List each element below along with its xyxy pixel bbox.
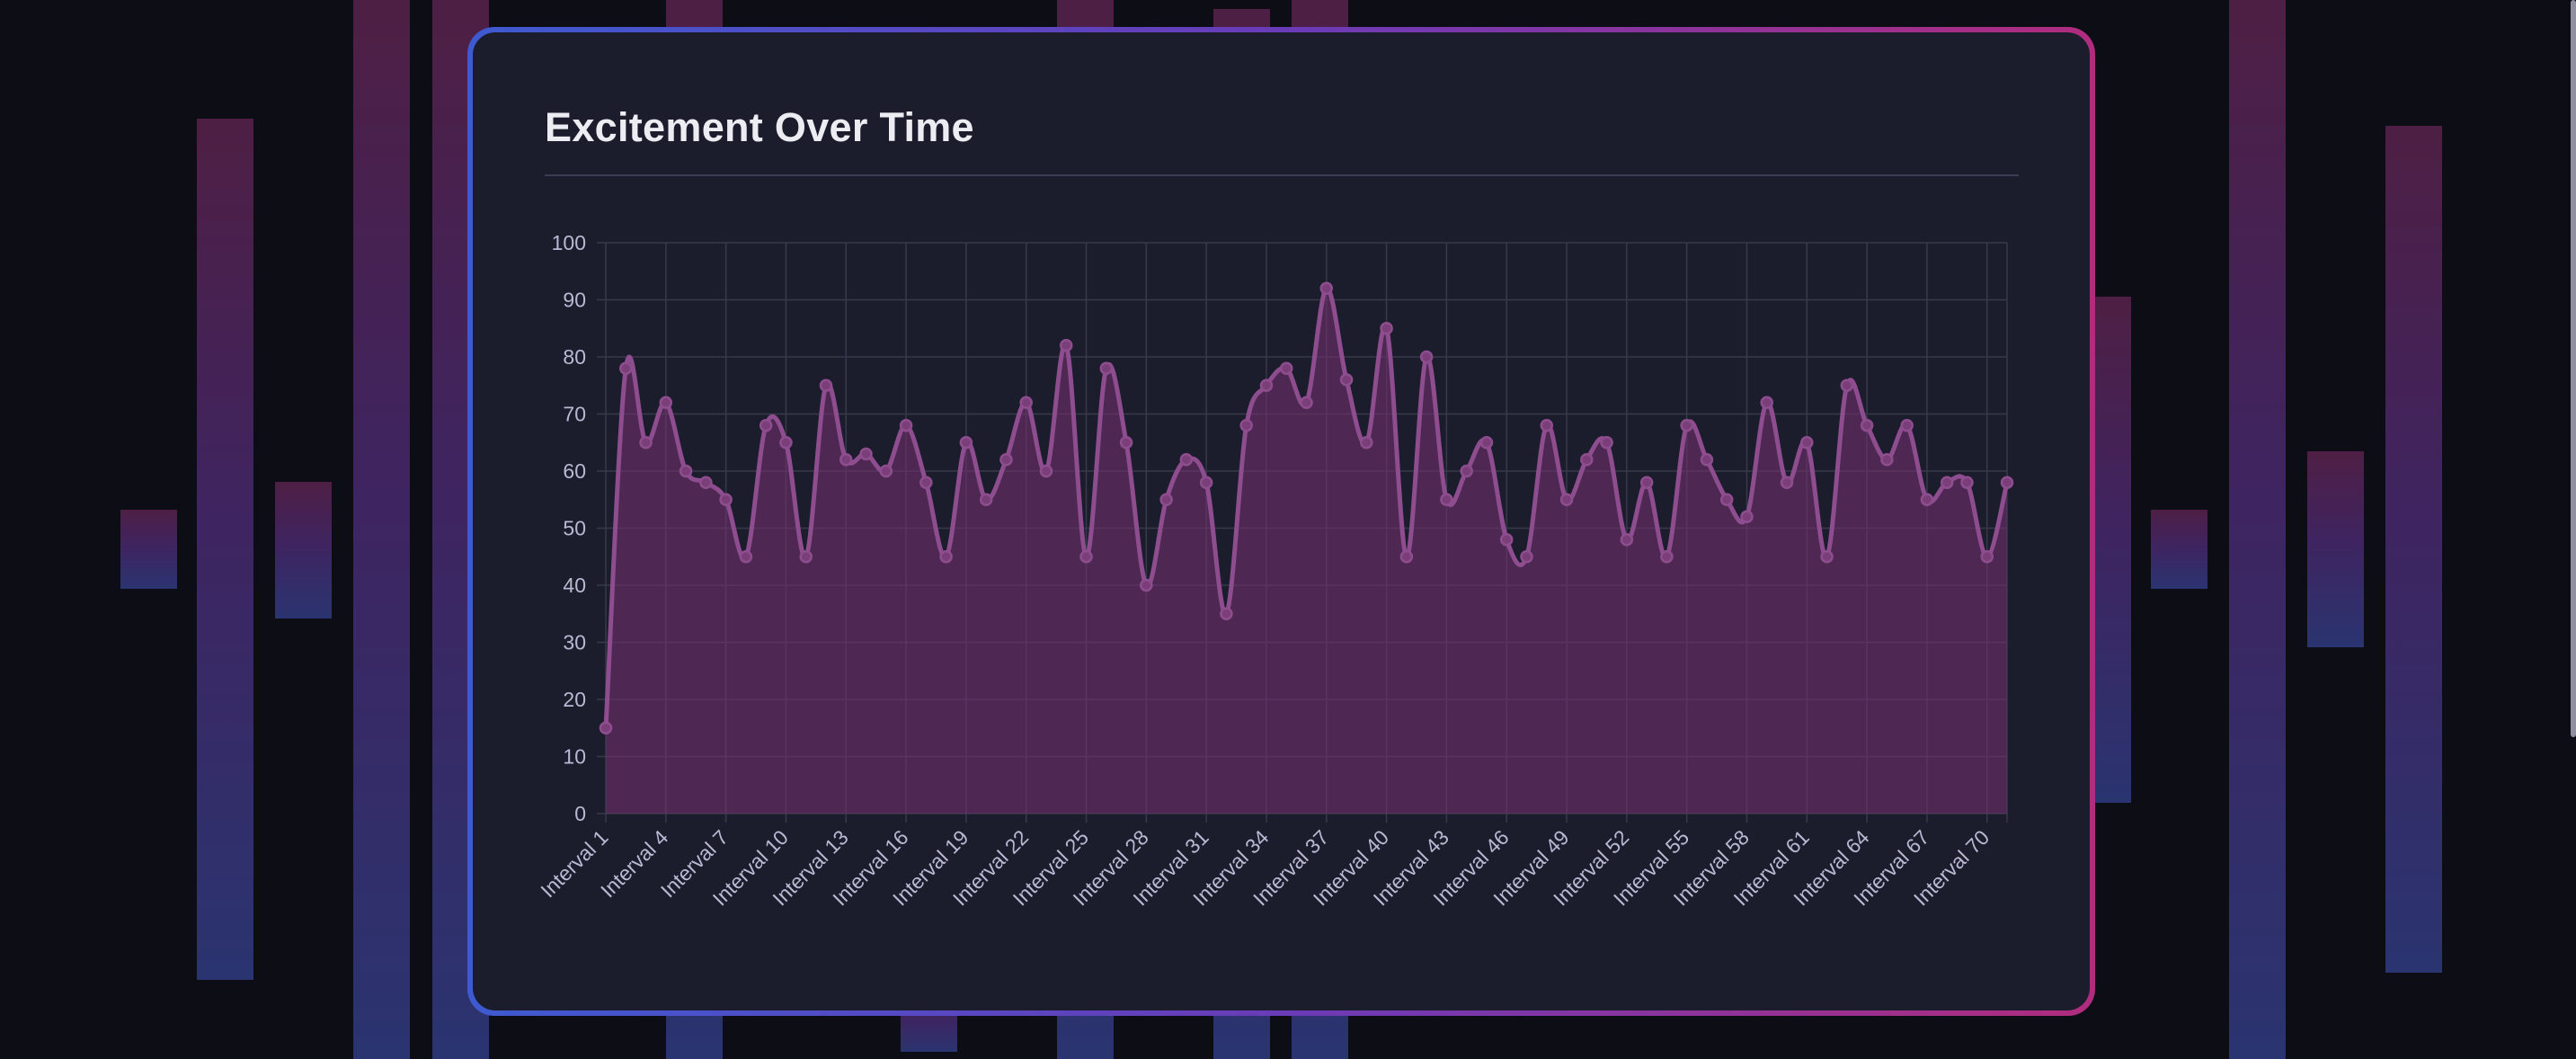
data-point (1520, 550, 1533, 564)
data-point (1700, 453, 1714, 467)
data-point (1760, 396, 1773, 410)
data-point (759, 418, 773, 432)
title-divider (545, 174, 2019, 176)
data-point (1479, 436, 1494, 449)
series-area-fill (606, 288, 2007, 814)
data-point (879, 464, 893, 478)
background-bar (2229, 0, 2286, 1059)
data-point (1140, 578, 1153, 592)
data-point (1800, 436, 1814, 449)
card-title: Excitement Over Time (545, 104, 974, 150)
data-point (1820, 550, 1834, 564)
data-point (1860, 418, 1874, 432)
data-point (1620, 532, 1634, 547)
data-point (1600, 436, 1613, 449)
data-point (1119, 436, 1133, 449)
data-point (639, 436, 653, 449)
data-point (919, 476, 933, 489)
data-point (999, 453, 1013, 467)
data-point (679, 464, 693, 478)
data-point (1540, 418, 1554, 432)
data-point (599, 721, 613, 734)
chart-card: Excitement Over Time 0 10 20 30 40 50 60 70 80 90… (467, 27, 2095, 1016)
data-point (1440, 493, 1453, 506)
data-point (1880, 453, 1894, 467)
data-point (1099, 361, 1114, 375)
data-point (1960, 476, 1974, 489)
data-point (1360, 436, 1373, 449)
data-point (1179, 453, 1194, 467)
data-point (1559, 493, 1574, 506)
data-point (1159, 493, 1173, 506)
background-bar (275, 482, 332, 618)
y-tick-label: 100 (552, 231, 586, 254)
data-point (819, 378, 833, 392)
background-bar (2307, 451, 2364, 647)
background-bar (2385, 126, 2442, 973)
data-point (1840, 378, 1854, 392)
y-tick-label: 90 (563, 289, 586, 312)
data-point (1900, 418, 1914, 432)
data-point (1319, 281, 1334, 296)
data-point (739, 550, 753, 564)
y-tick-label: 60 (563, 459, 586, 483)
data-point (699, 476, 713, 489)
data-point (1220, 607, 1233, 620)
data-point (1380, 322, 1393, 335)
data-point (1499, 532, 1514, 547)
data-point (619, 361, 633, 375)
y-tick-label: 30 (563, 631, 586, 654)
data-point (1780, 476, 1794, 489)
data-point (1660, 550, 1674, 564)
data-point (779, 436, 793, 449)
data-point (1339, 373, 1354, 387)
data-point (839, 453, 853, 467)
background-bar (120, 510, 177, 589)
data-point (1419, 350, 1434, 364)
data-point (2000, 476, 2014, 489)
data-point (1460, 464, 1473, 478)
data-point (959, 436, 973, 449)
data-point (1980, 550, 1994, 564)
chart-card-body: Excitement Over Time 0 10 20 30 40 50 60 70 80 90… (473, 32, 2090, 1010)
data-point (799, 550, 813, 564)
data-point (1039, 464, 1053, 478)
data-point (1639, 476, 1654, 489)
data-point (719, 493, 733, 506)
data-point (1239, 418, 1253, 432)
scrollbar-thumb[interactable] (2571, 0, 2576, 737)
data-point (1279, 361, 1293, 375)
background-bar (2151, 510, 2207, 589)
data-point (939, 550, 953, 564)
data-point (1920, 493, 1934, 506)
data-point (859, 447, 873, 461)
background-bar (353, 0, 410, 1059)
y-tick-label: 80 (563, 345, 586, 369)
y-tick-label: 40 (563, 574, 586, 597)
y-tick-label: 50 (563, 517, 586, 540)
data-point (1079, 550, 1093, 564)
data-point (1719, 493, 1734, 506)
background-bar (197, 119, 253, 980)
y-tick-label: 20 (563, 688, 586, 711)
data-point (1580, 453, 1594, 467)
data-point (1300, 396, 1313, 410)
data-point (979, 493, 993, 506)
data-point (1940, 476, 1954, 489)
data-point (1740, 510, 1754, 524)
data-point (1199, 476, 1213, 489)
y-tick-label: 10 (563, 745, 586, 769)
data-point (1399, 550, 1414, 564)
data-point (1059, 339, 1073, 352)
y-tick-label: 70 (563, 403, 586, 426)
data-point (1259, 378, 1274, 392)
data-point (1019, 396, 1033, 410)
data-point (659, 396, 673, 410)
y-tick-label: 0 (574, 802, 586, 825)
data-point (899, 418, 913, 432)
data-point (1680, 418, 1693, 432)
